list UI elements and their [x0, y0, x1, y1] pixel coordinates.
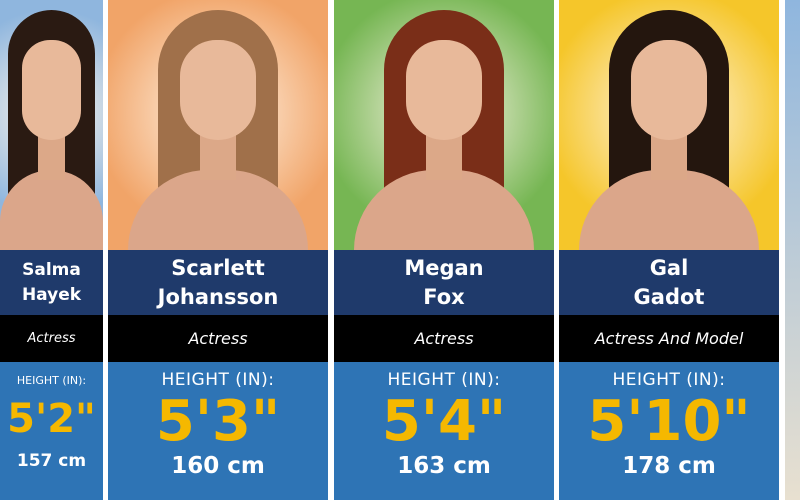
- face-shape: [22, 40, 81, 140]
- first-name: Scarlett: [171, 255, 265, 280]
- shoulders-shape: [579, 170, 759, 250]
- first-name: Salma: [22, 259, 81, 280]
- card-salma-hayek: Salma Hayek Actress HEIGHT (IN): 5'2" 15…: [0, 0, 103, 500]
- height-cm: 178 cm: [622, 453, 716, 479]
- card-megan-fox: Megan Fox Actress HEIGHT (IN): 5'4" 163 …: [334, 0, 554, 500]
- height-feet-inches: 5'4": [381, 389, 507, 454]
- occupation: Actress: [334, 315, 554, 362]
- occupation: Actress And Model: [559, 315, 779, 362]
- last-name: Fox: [423, 284, 465, 309]
- height-panel: HEIGHT (IN): 5'4" 163 cm: [334, 362, 554, 500]
- shoulders-shape: [128, 170, 308, 250]
- height-feet-inches: 5'10": [587, 389, 751, 454]
- height-panel: HEIGHT (IN): 5'3" 160 cm: [108, 362, 328, 500]
- height-cm: 163 cm: [397, 453, 491, 479]
- last-name: Johansson: [157, 284, 279, 309]
- person-name: Salma Hayek: [0, 250, 103, 315]
- height-cm: 160 cm: [171, 453, 265, 479]
- portrait-photo: [334, 0, 554, 250]
- face-shape: [180, 40, 256, 140]
- height-feet-inches: 5'2": [7, 396, 96, 442]
- height-cm: 157 cm: [16, 451, 87, 471]
- height-feet-inches: 5'3": [155, 389, 281, 454]
- card-partial-next: [785, 0, 800, 500]
- portrait-photo: [108, 0, 328, 250]
- portrait-photo: [0, 0, 103, 250]
- shoulders-shape: [0, 170, 103, 250]
- last-name: Gadot: [633, 284, 705, 309]
- person-name: Gal Gadot: [559, 250, 779, 315]
- height-panel: HEIGHT (IN): 5'2" 157 cm: [0, 362, 103, 500]
- height-label: HEIGHT (IN):: [161, 370, 275, 390]
- height-label: HEIGHT (IN):: [612, 370, 726, 390]
- height-label: HEIGHT (IN):: [387, 370, 501, 390]
- first-name: Gal: [649, 255, 689, 280]
- last-name: Hayek: [21, 284, 82, 305]
- person-name: Megan Fox: [334, 250, 554, 315]
- card-scarlett-johansson: Scarlett Johansson Actress HEIGHT (IN): …: [108, 0, 328, 500]
- first-name: Megan: [404, 255, 484, 280]
- occupation: Actress: [108, 315, 328, 362]
- height-label: HEIGHT (IN):: [16, 374, 87, 387]
- face-shape: [406, 40, 482, 140]
- occupation: Actress: [0, 315, 103, 362]
- height-panel: HEIGHT (IN): 5'10" 178 cm: [559, 362, 779, 500]
- face-shape: [631, 40, 707, 140]
- person-name: Scarlett Johansson: [108, 250, 328, 315]
- shoulders-shape: [354, 170, 534, 250]
- portrait-photo: [559, 0, 779, 250]
- card-gal-gadot: Gal Gadot Actress And Model HEIGHT (IN):…: [559, 0, 779, 500]
